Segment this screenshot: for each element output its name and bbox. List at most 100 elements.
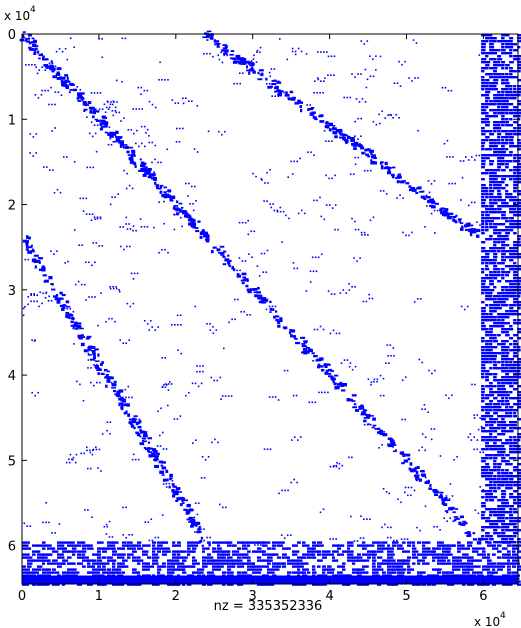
spy-point <box>52 75 57 79</box>
spy-point <box>421 470 425 473</box>
spy-point <box>161 79 163 81</box>
spy-point <box>392 571 397 574</box>
spy-point <box>501 253 506 256</box>
spy-point <box>157 550 161 553</box>
spy-point <box>447 553 453 556</box>
spy-point <box>505 112 509 115</box>
spy-point <box>88 106 93 110</box>
spy-point <box>60 77 64 79</box>
spy-point <box>485 358 489 361</box>
spy-point <box>502 556 508 559</box>
spy-point <box>127 556 131 559</box>
spy-point <box>481 511 486 514</box>
spy-point <box>481 121 486 124</box>
spy-point <box>357 556 363 559</box>
spy-point <box>238 62 241 65</box>
spy-point <box>365 86 368 89</box>
spy-point <box>322 565 326 568</box>
spy-point <box>217 541 222 544</box>
spy-point <box>117 571 122 574</box>
spy-point <box>404 376 407 378</box>
spy-point <box>204 459 207 461</box>
spy-point <box>489 400 493 403</box>
spy-point <box>221 395 224 397</box>
spy-point <box>308 349 313 353</box>
spy-point <box>238 221 241 224</box>
spy-point <box>493 142 497 145</box>
spy-point <box>279 38 281 40</box>
spy-point <box>493 64 498 67</box>
spy-point <box>197 541 201 544</box>
spy-point <box>501 460 506 463</box>
spy-point <box>509 91 513 94</box>
spy-point <box>33 293 35 295</box>
spy-point <box>505 46 510 49</box>
spy-point <box>59 304 64 308</box>
spy-point <box>501 391 506 394</box>
spy-point <box>353 403 357 406</box>
spy-point <box>269 300 272 303</box>
spy-point <box>147 556 152 559</box>
spy-point <box>470 201 473 204</box>
spy-point <box>392 347 395 349</box>
spy-point <box>52 571 60 574</box>
spy-point <box>47 559 51 562</box>
spy-point <box>432 205 434 207</box>
spy-point <box>396 197 398 199</box>
spy-point <box>357 583 363 586</box>
spy-point <box>517 130 521 133</box>
spy-point <box>193 516 196 519</box>
spy-point <box>130 272 133 275</box>
spy-point <box>517 268 521 271</box>
spy-point <box>29 48 32 51</box>
spy-point <box>46 166 48 168</box>
spy-point <box>426 205 428 207</box>
spy-point <box>489 211 495 214</box>
spy-point <box>131 534 133 536</box>
spy-point <box>107 568 112 571</box>
spy-point <box>77 322 82 325</box>
spy-point <box>268 396 271 398</box>
spy-point <box>195 524 198 527</box>
spy-point <box>214 43 217 46</box>
spy-point <box>102 583 107 586</box>
spy-point <box>163 186 167 189</box>
spy-point <box>513 94 519 97</box>
spy-point <box>89 111 93 114</box>
spy-point <box>262 297 265 301</box>
spy-point <box>207 553 211 556</box>
spy-point <box>132 278 135 280</box>
spy-point <box>509 160 513 163</box>
spy-point <box>501 325 505 328</box>
spy-point <box>53 253 55 255</box>
spy-point <box>421 361 424 364</box>
spy-point <box>501 418 505 421</box>
spy-point <box>211 249 214 254</box>
spy-point <box>501 415 506 418</box>
spy-point <box>255 61 258 63</box>
spy-point <box>501 175 506 178</box>
spy-point <box>327 290 330 292</box>
spy-point <box>106 421 109 423</box>
spy-point <box>517 439 521 442</box>
spy-point <box>42 292 44 295</box>
spy-point <box>70 324 73 327</box>
spy-point <box>517 400 521 403</box>
spy-point <box>48 521 50 524</box>
spy-point <box>152 454 155 457</box>
spy-point <box>481 361 486 364</box>
spy-point <box>231 267 234 270</box>
spy-point <box>513 415 518 418</box>
spy-point <box>91 264 93 267</box>
spy-point <box>397 571 405 574</box>
spy-point <box>327 74 329 76</box>
spy-point <box>501 475 505 478</box>
spy-point <box>252 58 255 60</box>
spy-point <box>427 547 431 550</box>
spy-point <box>517 64 521 67</box>
spy-point <box>289 534 292 536</box>
spy-point <box>513 388 518 391</box>
spy-point <box>513 277 517 280</box>
spy-point <box>185 97 187 99</box>
spy-point <box>325 121 329 123</box>
